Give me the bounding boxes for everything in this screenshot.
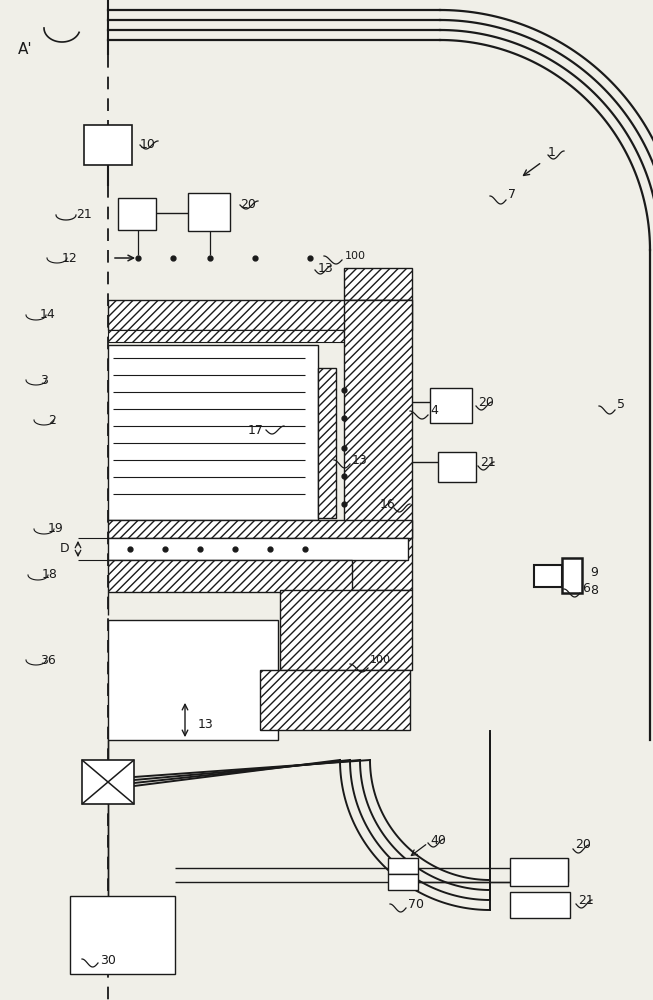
- Bar: [108, 330, 344, 342]
- Bar: [562, 558, 582, 593]
- Bar: [188, 193, 230, 231]
- Text: 4: 4: [430, 403, 438, 416]
- Bar: [430, 388, 472, 423]
- Bar: [510, 858, 568, 886]
- Text: 21: 21: [480, 456, 496, 468]
- Bar: [82, 760, 134, 804]
- Text: 17: 17: [248, 424, 264, 436]
- Bar: [318, 368, 336, 518]
- Bar: [108, 345, 318, 520]
- Text: 14: 14: [40, 308, 56, 322]
- Text: 1: 1: [548, 145, 556, 158]
- Text: 5: 5: [617, 398, 625, 412]
- Text: 13: 13: [352, 454, 368, 466]
- Bar: [510, 892, 570, 918]
- Bar: [118, 198, 156, 230]
- Text: 10: 10: [140, 138, 156, 151]
- Bar: [108, 620, 278, 740]
- Text: 19: 19: [48, 522, 64, 536]
- Text: A': A': [18, 42, 33, 57]
- Bar: [344, 300, 412, 590]
- Bar: [280, 590, 412, 670]
- Text: 20: 20: [575, 838, 591, 852]
- Text: D: D: [60, 542, 70, 556]
- Text: 2: 2: [48, 414, 56, 426]
- Bar: [108, 520, 412, 538]
- Text: 13: 13: [198, 718, 214, 732]
- Text: 13: 13: [318, 261, 334, 274]
- Text: 100: 100: [345, 251, 366, 261]
- Text: 3: 3: [40, 373, 48, 386]
- Text: 9: 9: [590, 566, 598, 578]
- Text: 20: 20: [240, 198, 256, 212]
- Bar: [108, 560, 352, 592]
- Text: 30: 30: [100, 954, 116, 966]
- Bar: [344, 268, 412, 300]
- Text: 8: 8: [590, 584, 598, 596]
- Text: 40: 40: [430, 834, 446, 846]
- Text: 20: 20: [478, 395, 494, 408]
- Text: 36: 36: [40, 654, 56, 666]
- Text: 7: 7: [508, 188, 516, 202]
- Text: 12: 12: [62, 251, 78, 264]
- Text: 6: 6: [582, 582, 590, 594]
- Bar: [84, 125, 132, 165]
- Bar: [438, 452, 476, 482]
- Text: 100: 100: [370, 655, 391, 665]
- Text: 18: 18: [42, 568, 58, 582]
- Bar: [108, 538, 408, 560]
- Bar: [388, 858, 418, 874]
- Bar: [108, 300, 412, 330]
- Bar: [388, 874, 418, 890]
- Text: 70: 70: [408, 898, 424, 912]
- Text: 21: 21: [578, 894, 594, 906]
- Bar: [534, 565, 562, 587]
- Bar: [260, 670, 410, 730]
- Text: 21: 21: [76, 209, 92, 222]
- Text: 16: 16: [380, 498, 396, 512]
- Bar: [70, 896, 175, 974]
